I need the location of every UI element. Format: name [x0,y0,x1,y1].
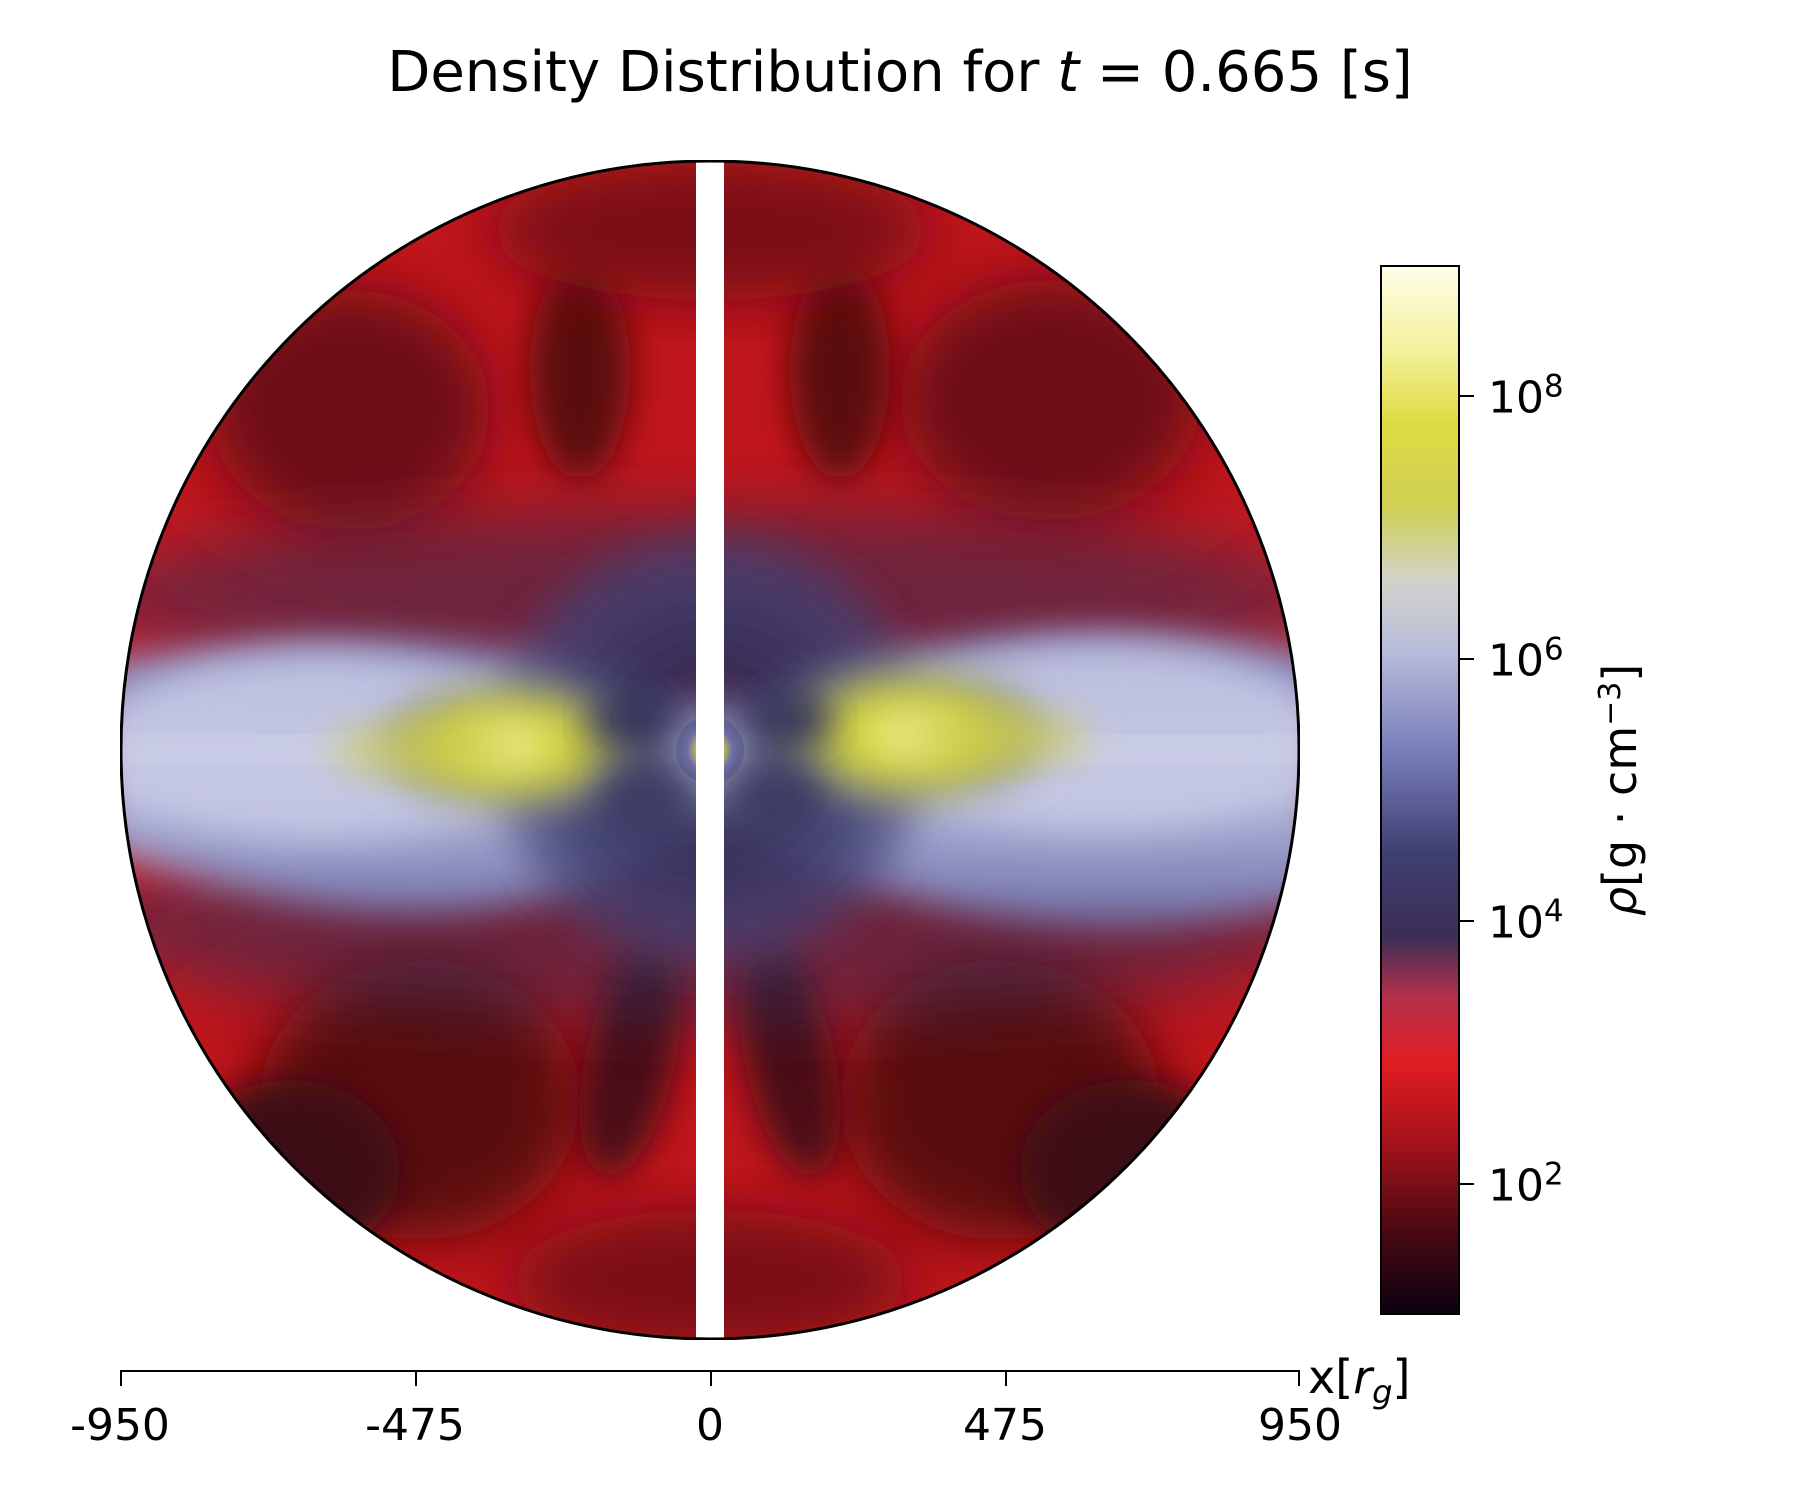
x-ticklabel: -950 [70,1400,170,1451]
colorbar-label: ρ[g · cm−3] [1593,664,1647,916]
colorbar-ticklabel: 108 [1488,369,1564,424]
title-prefix: Density Distribution for [387,40,1057,105]
x-label-unit-sub: g [1372,1373,1392,1411]
x-label-close: ] [1393,1350,1411,1404]
x-axis-label: x[rg] [1308,1350,1411,1411]
x-label-var: x [1308,1350,1335,1404]
colorbar-tick [1460,658,1474,660]
title-value: 0.665 [1162,40,1322,105]
colorbar-tick [1460,1183,1474,1185]
figure-title: Density Distribution for t = 0.665 [s] [0,40,1800,105]
figure: Density Distribution for t = 0.665 [s] [0,0,1800,1500]
x-tick [120,1370,122,1386]
x-ticklabel: 475 [963,1400,1047,1451]
title-equals: = [1079,40,1162,105]
colorbar-tick [1460,920,1474,922]
colorbar-rho: ρ [1593,887,1647,916]
colorbar-ticklabel: 106 [1488,631,1564,686]
x-ticklabel: 0 [696,1400,724,1451]
density-map [120,160,1300,1340]
title-units: [s] [1322,40,1413,105]
x-axis: -950 -475 0 475 950 [120,1370,1300,1430]
x-tick [1298,1370,1300,1386]
colorbar-tick [1460,395,1474,397]
colorbar-ticklabel: 104 [1488,894,1564,949]
x-label-open: [ [1335,1350,1353,1404]
title-t-symbol: t [1057,40,1079,105]
x-tick [710,1370,712,1386]
x-ticklabel: -475 [365,1400,465,1451]
x-tick [415,1370,417,1386]
colorbar-ticklabel: 102 [1488,1156,1564,1211]
x-tick [1005,1370,1007,1386]
colorbar [1380,265,1460,1315]
x-label-unit-var: r [1353,1350,1372,1404]
